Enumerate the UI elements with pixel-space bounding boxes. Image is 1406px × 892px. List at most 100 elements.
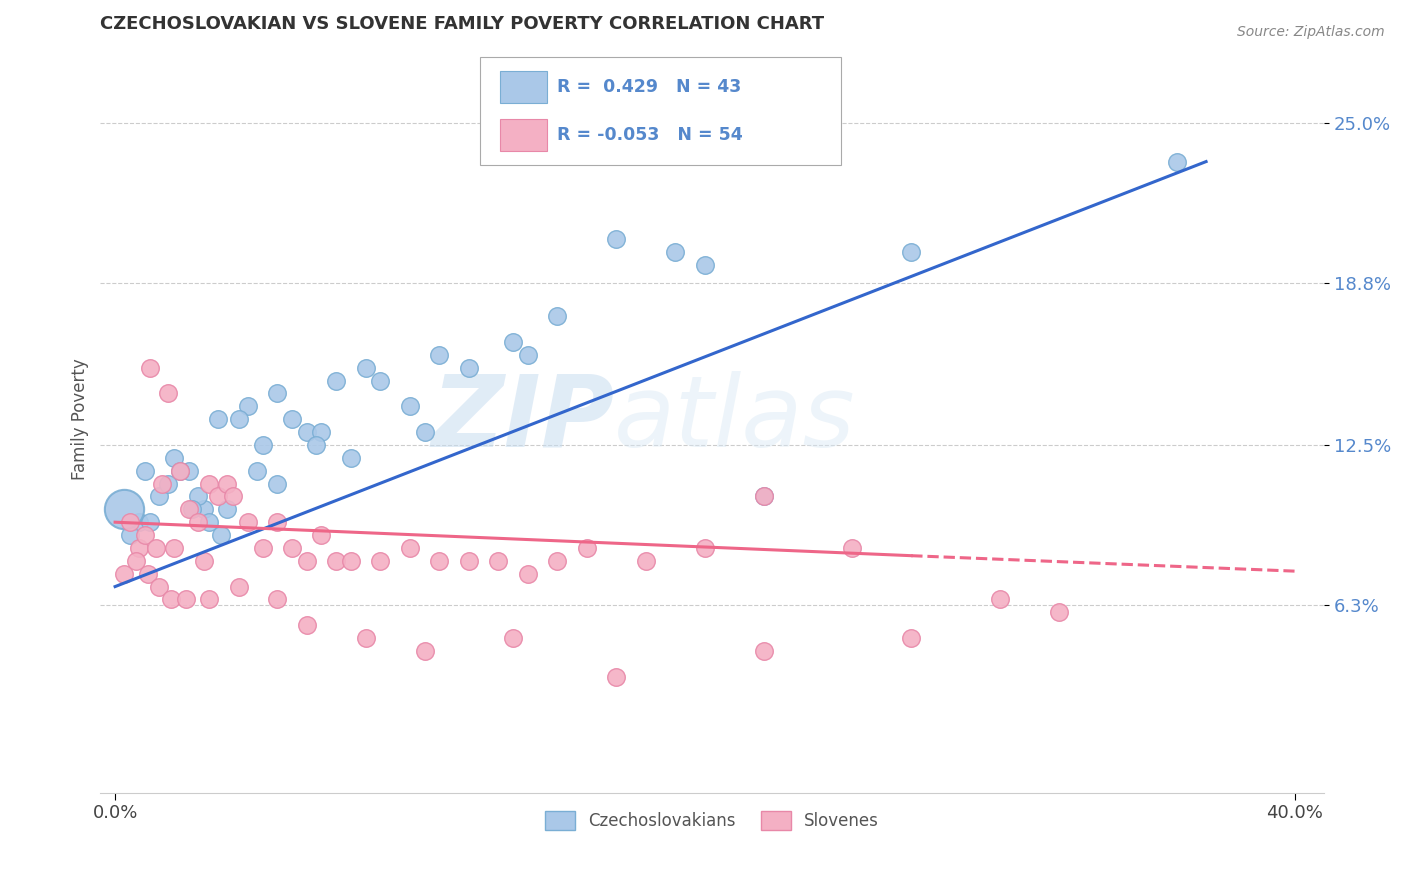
Point [187,490,209,504]
Point [413,644,436,658]
Point [139,515,162,529]
Point [228,580,250,594]
Point [295,618,318,632]
Point [399,541,422,555]
Point [413,425,436,439]
Point [148,490,170,504]
Point [266,476,288,491]
Point [605,232,627,246]
Point [311,528,333,542]
Point [112,566,135,581]
Point [458,360,481,375]
Point [281,541,304,555]
Point [841,541,863,555]
Point [222,490,245,504]
Text: atlas: atlas [614,371,856,467]
Point [458,554,481,568]
Point [118,515,141,529]
Point [193,554,215,568]
Point [252,438,274,452]
Point [169,464,191,478]
Point [236,515,259,529]
Point [169,464,191,478]
Point [198,592,221,607]
Point [502,631,524,645]
Point [304,438,326,452]
Point [752,490,775,504]
Point [295,554,318,568]
Point [228,412,250,426]
Point [354,360,377,375]
Point [207,412,229,426]
Point [340,554,363,568]
Point [163,541,186,555]
Point [145,541,167,555]
Point [252,541,274,555]
Bar [501,120,547,152]
Point [900,244,922,259]
Point [187,515,209,529]
Point [160,592,183,607]
Point [266,592,288,607]
Point [128,515,150,529]
Point [136,566,159,581]
FancyBboxPatch shape [479,57,841,165]
Point [340,450,363,465]
Point [516,348,538,362]
Point [128,541,150,555]
Point [193,502,215,516]
Point [1166,154,1188,169]
Point [752,490,775,504]
Point [125,554,148,568]
Point [429,348,451,362]
Point [134,528,156,542]
Point [664,244,686,259]
Point [217,502,239,516]
Point [370,374,392,388]
Point [150,476,173,491]
Point [266,515,288,529]
Point [148,580,170,594]
Point [209,528,232,542]
Point [163,450,186,465]
Point [266,386,288,401]
Point [399,399,422,413]
Text: Source: ZipAtlas.com: Source: ZipAtlas.com [1237,25,1385,39]
Point [546,554,568,568]
Point [486,554,509,568]
Point [207,490,229,504]
Point [634,554,657,568]
Point [693,258,716,272]
Point [281,412,304,426]
Point [988,592,1011,607]
Point [354,631,377,645]
Text: CZECHOSLOVAKIAN VS SLOVENE FAMILY POVERTY CORRELATION CHART: CZECHOSLOVAKIAN VS SLOVENE FAMILY POVERT… [100,15,824,33]
Point [118,528,141,542]
Point [177,464,200,478]
Point [157,386,180,401]
Bar [501,70,547,103]
Point [295,425,318,439]
Point [311,425,333,439]
Point [174,592,197,607]
Point [429,554,451,568]
Point [139,360,162,375]
Point [325,554,347,568]
Point [370,554,392,568]
Point [516,566,538,581]
Point [198,515,221,529]
Point [157,476,180,491]
Point [502,334,524,349]
Point [180,502,202,516]
Point [575,541,598,555]
Point [546,309,568,323]
Text: R =  0.429   N = 43: R = 0.429 N = 43 [557,78,741,95]
Point [693,541,716,555]
Point [134,464,156,478]
Point [236,399,259,413]
Point [752,644,775,658]
Point [112,502,135,516]
Legend: Czechoslovakians, Slovenes: Czechoslovakians, Slovenes [538,804,886,837]
Point [177,502,200,516]
Text: ZIP: ZIP [432,371,614,467]
